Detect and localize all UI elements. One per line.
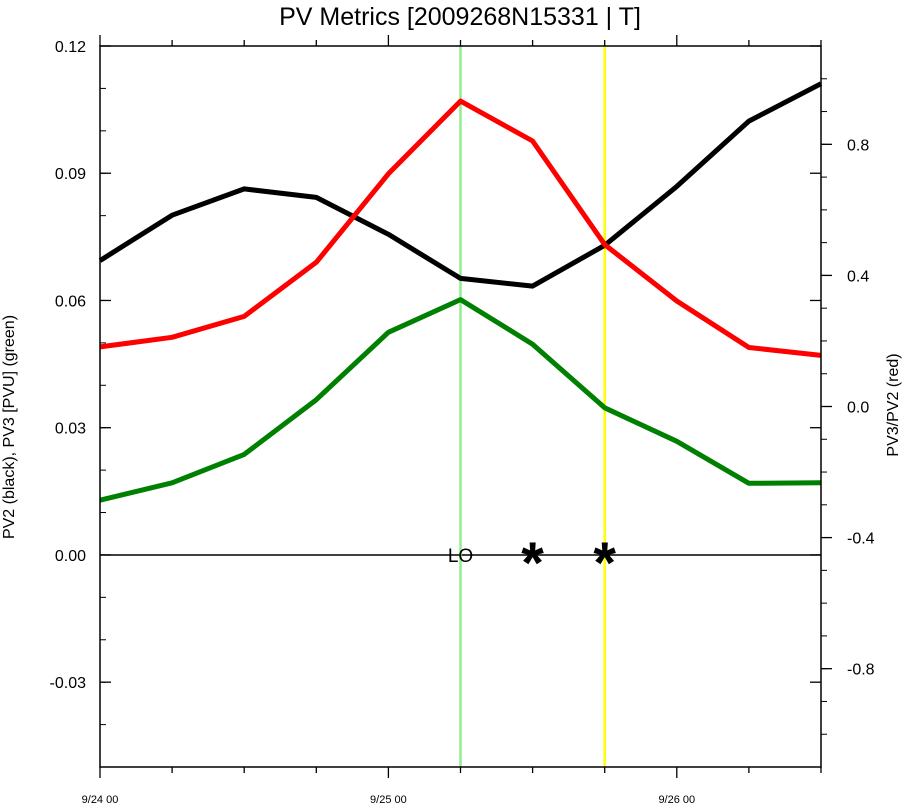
right-axis-label: PV3/PV2 (red) [885, 353, 902, 456]
left-axis-tick-label: 0.12 [55, 39, 86, 56]
annotation-star-marker: * [521, 531, 544, 596]
series-line-pv3 [99, 297, 822, 503]
left-axis-tick-label: 0.00 [55, 548, 86, 565]
annotation-star-marker: * [593, 531, 616, 596]
left-axis-tick-label: 0.06 [55, 293, 86, 310]
series-line-pv2 [98, 81, 823, 289]
right-axis-tick-label: 0.8 [847, 137, 869, 154]
x-axis-tick-label: 9/26 00 [658, 794, 695, 805]
x-axis-tick-label: 9/24 00 [82, 794, 119, 805]
plot-layer: LO * * [98, 46, 823, 767]
left-axis-tick-label: 0.09 [55, 166, 86, 183]
left-axis-label: PV2 (black), PV3 [PVU] (green) [1, 315, 18, 539]
axis-layer: 0.12 0.09 0.06 0.03 0.00 -0.03 0.8 0.4 0.0 -0.4 -0… [50, 35, 875, 806]
right-axis-tick-label: 0.4 [847, 268, 869, 285]
chart-title: PV Metrics [2009268N15331 | T] [279, 3, 641, 31]
x-axis-tick-label: 9/25 00 [370, 794, 407, 805]
right-axis-tick-label: -0.8 [847, 662, 875, 679]
series-line-pv3-pv2 [99, 98, 822, 358]
right-axis-tick-label: 0.0 [847, 400, 869, 417]
left-axis-tick-label: -0.03 [50, 675, 87, 692]
right-axis-tick-label: -0.4 [847, 531, 875, 548]
left-axis-tick-label: 0.03 [55, 421, 86, 438]
annotation-lo-label: LO [448, 546, 473, 567]
